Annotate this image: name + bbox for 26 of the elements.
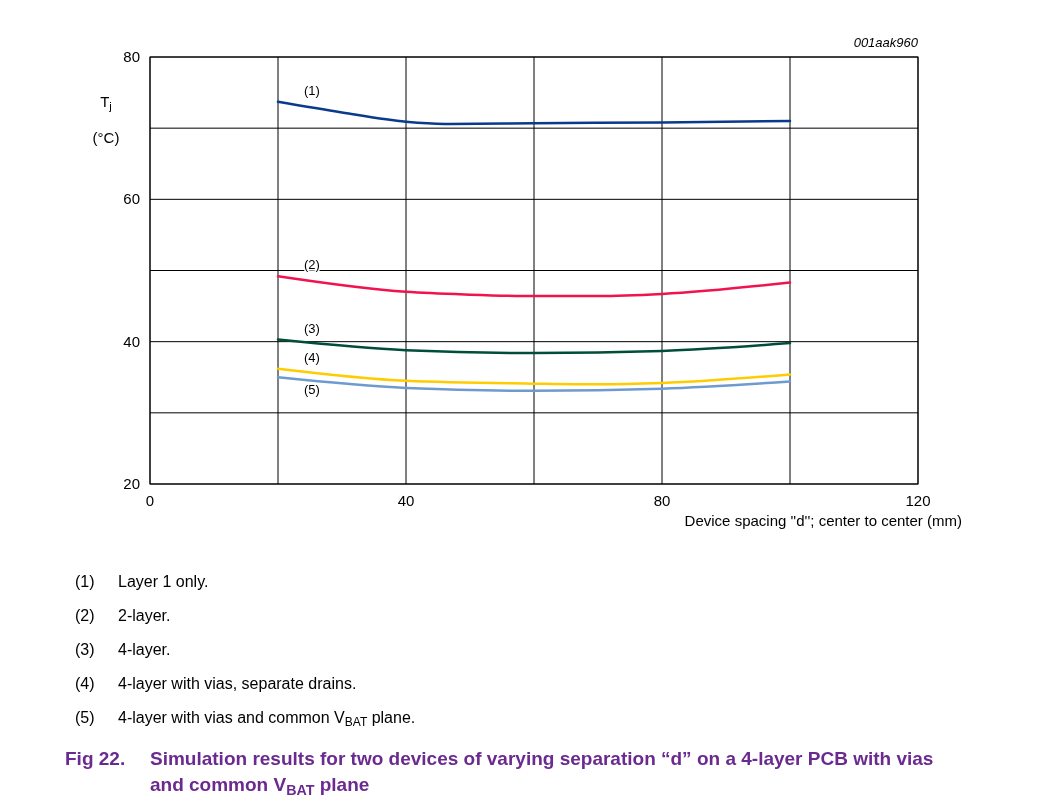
- y-tick-label: 40: [123, 332, 140, 350]
- x-tick-label: 120: [905, 492, 931, 509]
- text: (3) 4-layer.: [75, 641, 171, 658]
- text: (5) 4-layer with vias and common V$_{BAT}$ plane.: [75, 709, 416, 729]
- line-series: [276, 100, 792, 126]
- series-label: (2): [304, 257, 320, 273]
- x-tick-label: 0: [145, 492, 155, 509]
- y-tick-label: 80: [123, 48, 140, 65]
- line-series: [276, 338, 792, 355]
- line-series: [276, 274, 792, 298]
- text: (4) 4-layer with vias, separate drains.: [75, 675, 357, 692]
- x-axis-title: Device spacing ''d''; center to center (mm): [684, 512, 962, 529]
- series-label: (5): [304, 382, 320, 398]
- x-tick-label: 80: [653, 492, 671, 509]
- series-label: (1): [304, 82, 320, 98]
- text: 001aak960: [853, 35, 919, 50]
- x-tick-label: 40: [397, 492, 415, 509]
- text: T$_{j}$ (°C): [92, 93, 120, 146]
- y-tick-label: 20: [123, 475, 140, 492]
- text: (2) 2-layer.: [75, 607, 171, 624]
- chart-title: Fig 22. Simulation results for two devices of varying separation “d” on a 4-layer PCB with vias and common V$_{BAT}$ plane: [65, 748, 934, 798]
- text: (1) Layer 1 only.: [75, 573, 209, 590]
- y-tick-label: 60: [123, 190, 140, 208]
- series-label: (3): [304, 320, 320, 336]
- series-label: (4): [304, 349, 320, 365]
- line-series: [276, 367, 792, 386]
